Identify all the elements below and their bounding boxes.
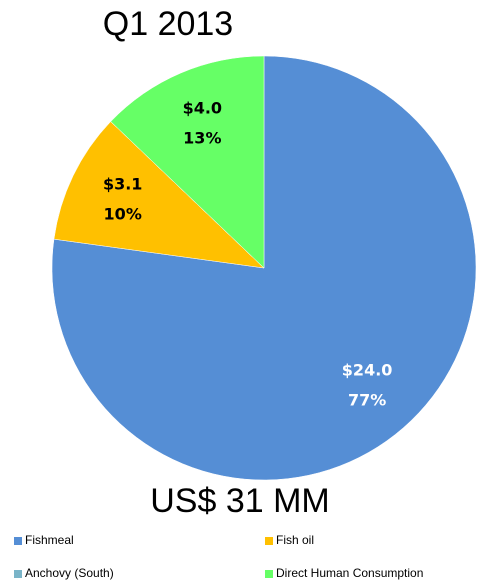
pie-slice — [110, 55, 265, 269]
pie-slice — [53, 121, 265, 269]
legend-swatch — [265, 537, 273, 545]
chart-title: Q1 2013 — [103, 5, 233, 43]
legend-label: Direct Human Consumption — [276, 566, 423, 580]
legend-label: Fishmeal — [25, 533, 74, 547]
legend-swatch — [265, 570, 273, 578]
percent-label: 13% — [183, 128, 221, 147]
percent-label: 77% — [348, 391, 386, 410]
percent-label: 10% — [104, 204, 142, 223]
data-label: $4.0 — [183, 98, 222, 117]
legend-label: Fish oil — [276, 533, 314, 547]
data-label: $3.1 — [103, 174, 142, 193]
data-label: $24.0 — [342, 361, 393, 380]
legend-swatch — [14, 537, 22, 545]
total-annotation: US$ 31 MM — [150, 482, 330, 520]
legend-label: Anchovy (South) — [25, 566, 114, 580]
legend-swatch — [14, 570, 22, 578]
